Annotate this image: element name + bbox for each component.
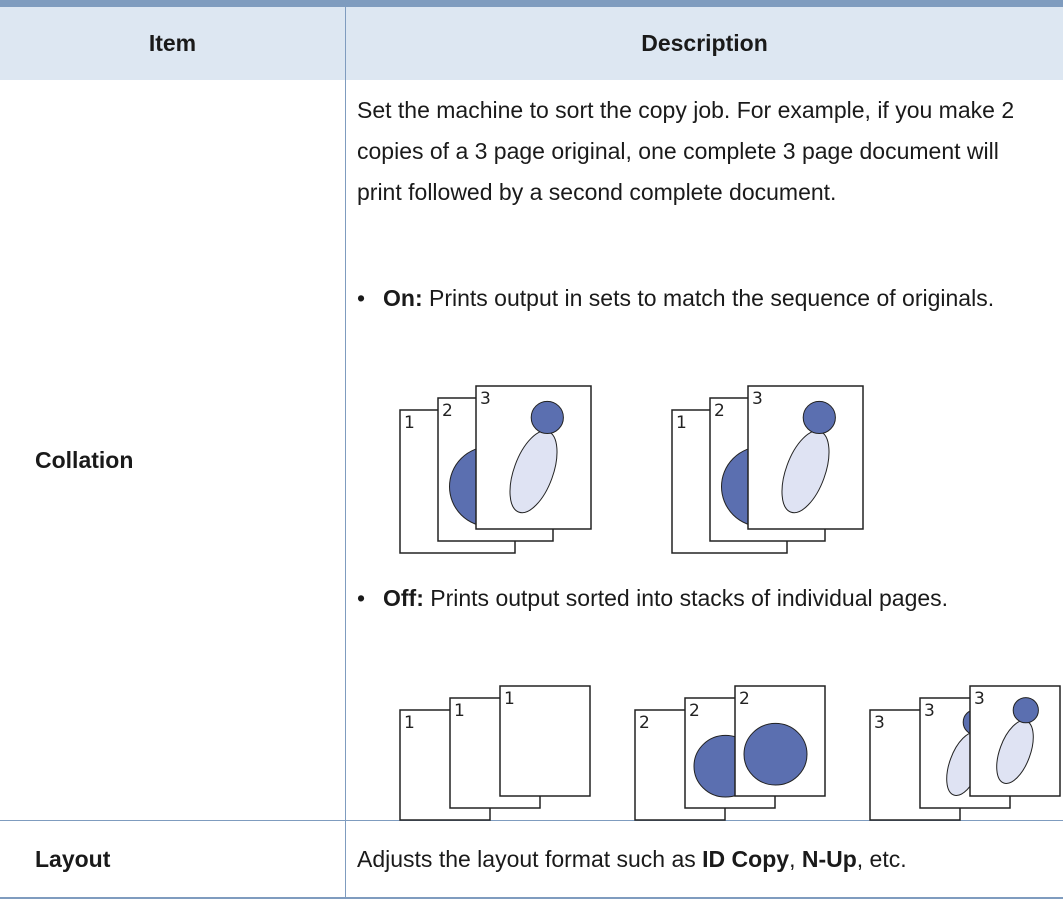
carrot-leaves: [802, 400, 836, 435]
header-text: Item: [148, 30, 197, 56]
header-cell: Description: [346, 7, 1063, 80]
page-number: 3: [874, 713, 885, 733]
page-number: 3: [924, 701, 935, 721]
page-number: 1: [404, 413, 415, 433]
bullet-item: • Off: Prints output sorted into stacks o…: [357, 585, 949, 611]
header-text: Description: [641, 30, 768, 56]
page-number: 3: [974, 689, 985, 709]
page-number: 1: [404, 713, 415, 733]
page-number: 3: [480, 389, 491, 409]
page-number: 2: [689, 701, 700, 721]
bullet-item: • On: Prints output in sets to match the …: [357, 285, 995, 311]
page-number: 1: [676, 413, 687, 433]
page-number: 2: [639, 713, 650, 733]
header-cell: Item: [0, 7, 345, 80]
description-segment: , etc.: [856, 846, 907, 872]
page-sheet: [499, 685, 591, 797]
carrot-leaves: [1012, 697, 1039, 724]
description-segment: ID Copy: [702, 846, 790, 872]
row-divider: [0, 820, 1063, 821]
bullet-label: Off:: [383, 585, 424, 611]
apple-art: [743, 722, 808, 786]
bullet-label: On:: [383, 285, 423, 311]
page-number: 2: [714, 401, 725, 421]
description-segment: Adjusts the layout format such as: [357, 846, 703, 872]
description-text: Adjusts the layout format such as ID Cop…: [357, 839, 1057, 880]
description-text: Set the machine to sort the copy job. Fo…: [357, 97, 1015, 205]
bottom-rule: [0, 897, 1063, 899]
description-segment: N-Up: [801, 846, 857, 872]
page-number: 3: [752, 389, 763, 409]
page-number: 2: [739, 689, 750, 709]
description-segment: ,: [789, 846, 802, 872]
bullet-text: Prints output in sets to match the seque…: [429, 285, 995, 311]
page-number: 2: [442, 401, 453, 421]
top-rule: [0, 0, 1063, 7]
item-label: Collation: [35, 447, 134, 473]
column-divider: [345, 7, 346, 898]
bullet-text: Prints output sorted into stacks of indi…: [430, 585, 949, 611]
page-number: 1: [454, 701, 465, 721]
page-number: 1: [504, 689, 515, 709]
carrot-leaves: [530, 400, 564, 435]
item-label: Layout: [35, 846, 111, 872]
